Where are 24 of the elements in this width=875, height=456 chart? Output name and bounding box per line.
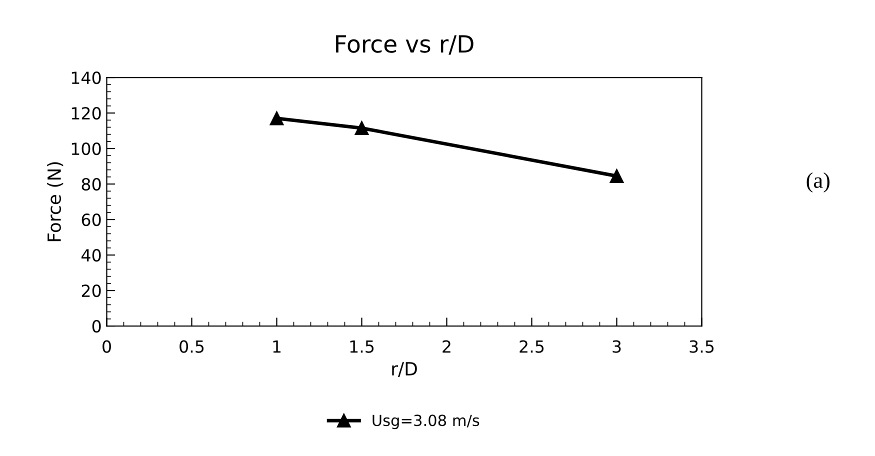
y-axis-title: Force (N) — [47, 162, 64, 242]
x-tick-label: 1 — [273, 340, 281, 353]
legend-label: Usg=3.08 m/s — [372, 414, 480, 430]
x-tick-label: 2.5 — [520, 340, 544, 353]
y-tick-label: 140 — [72, 71, 101, 84]
x-axis-title: r/D — [392, 362, 417, 378]
x-tick-label: 0 — [102, 340, 111, 353]
x-tick-label: 0.5 — [180, 340, 204, 353]
y-tick-label: 80 — [82, 178, 101, 191]
text: (a) — [806, 172, 830, 192]
x-tick-label: 1.5 — [350, 340, 374, 353]
y-tick-label: 0 — [92, 320, 101, 333]
point — [610, 169, 624, 183]
x-tick-label: 3.5 — [690, 340, 714, 353]
y-tick-label: 20 — [82, 284, 101, 298]
point — [354, 121, 369, 136]
y-tick-label: 40 — [81, 248, 101, 262]
x-tick-label: 3 — [612, 340, 621, 353]
y-tick-label: 100 — [72, 142, 101, 156]
chart-title: Force vs r/D — [336, 35, 474, 55]
point — [270, 111, 284, 126]
y-tick-label: 60 — [82, 213, 101, 226]
y-tick-label: 120 — [72, 106, 101, 120]
x-tick-label: 2 — [442, 340, 450, 353]
